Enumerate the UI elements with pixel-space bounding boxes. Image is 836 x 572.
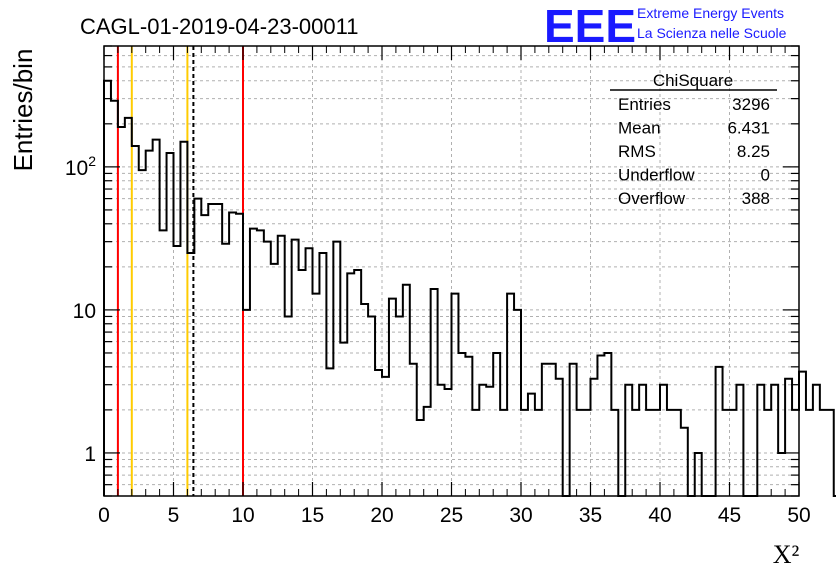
stats-row-value: 3296 xyxy=(732,95,770,114)
logo-line1: Extreme Energy Events xyxy=(637,5,784,21)
x-tick-label: 5 xyxy=(168,504,180,527)
x-tick-label: 45 xyxy=(718,504,741,527)
y-axis-label: Entries/bin xyxy=(8,49,38,172)
grid xyxy=(104,45,799,497)
eee-logo: EEE Extreme Energy Events La Scienza nel… xyxy=(544,0,787,52)
y-tick-label: 10 xyxy=(73,300,96,323)
stats-title: ChiSquare xyxy=(653,71,733,90)
x-tick-label: 25 xyxy=(440,504,463,527)
axis-ticks xyxy=(103,45,800,497)
stats-row-label: RMS xyxy=(618,142,656,161)
stats-row-label: Entries xyxy=(618,95,671,114)
stats-box: ChiSquare Entries 3296 Mean 6.431 RMS 8.25 Und… xyxy=(610,71,777,208)
stats-row-label: Mean xyxy=(618,119,661,138)
tick-labels: 0 5 10 15 20 25 30 35 40 45 50 1 10 102 xyxy=(65,153,811,527)
y-tick-label: 1 xyxy=(84,443,96,466)
x-axis-label: X² xyxy=(773,540,800,569)
x-tick-label: 35 xyxy=(579,504,602,527)
stats-row-label: Underflow xyxy=(618,166,695,185)
stats-row-value: 0 xyxy=(761,166,770,185)
logo-mark: EEE xyxy=(544,0,636,52)
x-tick-label: 10 xyxy=(231,504,254,527)
stats-row-value: 388 xyxy=(742,189,770,208)
cut-lines xyxy=(116,46,244,496)
y-tick-label: 102 xyxy=(65,153,96,180)
x-tick-label: 50 xyxy=(787,504,810,527)
logo-line2: La Scienza nelle Scuole xyxy=(637,25,787,41)
x-tick-label: 30 xyxy=(509,504,532,527)
histogram-series xyxy=(103,79,836,497)
x-tick-label: 15 xyxy=(301,504,324,527)
x-tick-label: 20 xyxy=(370,504,393,527)
stats-row-value: 8.25 xyxy=(737,142,770,161)
stats-row-label: Overflow xyxy=(618,189,686,208)
chart-title: CAGL-01-2019-04-23-00011 xyxy=(80,14,358,39)
stats-row-value: 6.431 xyxy=(727,119,770,138)
x-tick-label: 40 xyxy=(648,504,671,527)
x-tick-label: 0 xyxy=(98,504,110,527)
stats-rows: Entries 3296 Mean 6.431 RMS 8.25 Underflow 0 Ove… xyxy=(618,95,770,208)
